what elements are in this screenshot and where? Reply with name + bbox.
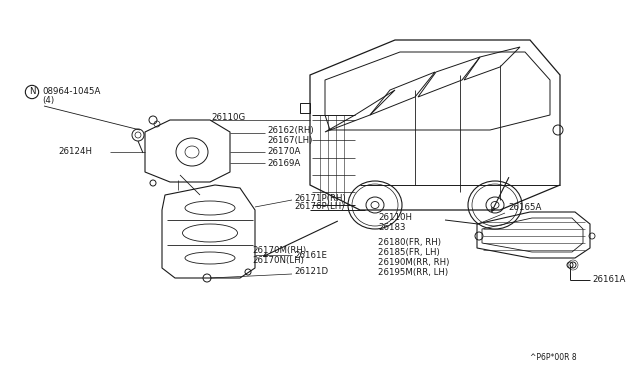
Text: 26162(RH): 26162(RH) [267,125,314,135]
Text: ^P6P*00R 8: ^P6P*00R 8 [530,353,577,362]
Text: 26190M(RR, RH): 26190M(RR, RH) [378,257,449,266]
Text: 26183: 26183 [378,224,406,232]
Text: 26185(FR, LH): 26185(FR, LH) [378,247,440,257]
Text: 26161E: 26161E [294,250,327,260]
Text: 26170N(LH): 26170N(LH) [252,256,304,264]
Text: 08964-1045A: 08964-1045A [42,87,100,96]
Text: 26176P(LH): 26176P(LH) [294,202,344,212]
Text: 26195M(RR, LH): 26195M(RR, LH) [378,267,448,276]
Text: (4): (4) [42,96,54,106]
Text: 26180(FR, RH): 26180(FR, RH) [378,237,441,247]
Text: 26167(LH): 26167(LH) [267,135,312,144]
Text: 26170M(RH): 26170M(RH) [252,246,306,254]
Text: 26124H: 26124H [58,148,92,157]
Text: 26161A: 26161A [592,276,625,285]
Text: 26169A: 26169A [267,158,300,167]
Text: 26110G: 26110G [211,112,245,122]
Text: 26121D: 26121D [294,267,328,276]
Text: 26110H: 26110H [378,214,412,222]
Text: 26170A: 26170A [267,148,300,157]
Text: 26171P(RH): 26171P(RH) [294,193,346,202]
Text: N: N [29,87,35,96]
Text: 26165A: 26165A [508,203,541,212]
